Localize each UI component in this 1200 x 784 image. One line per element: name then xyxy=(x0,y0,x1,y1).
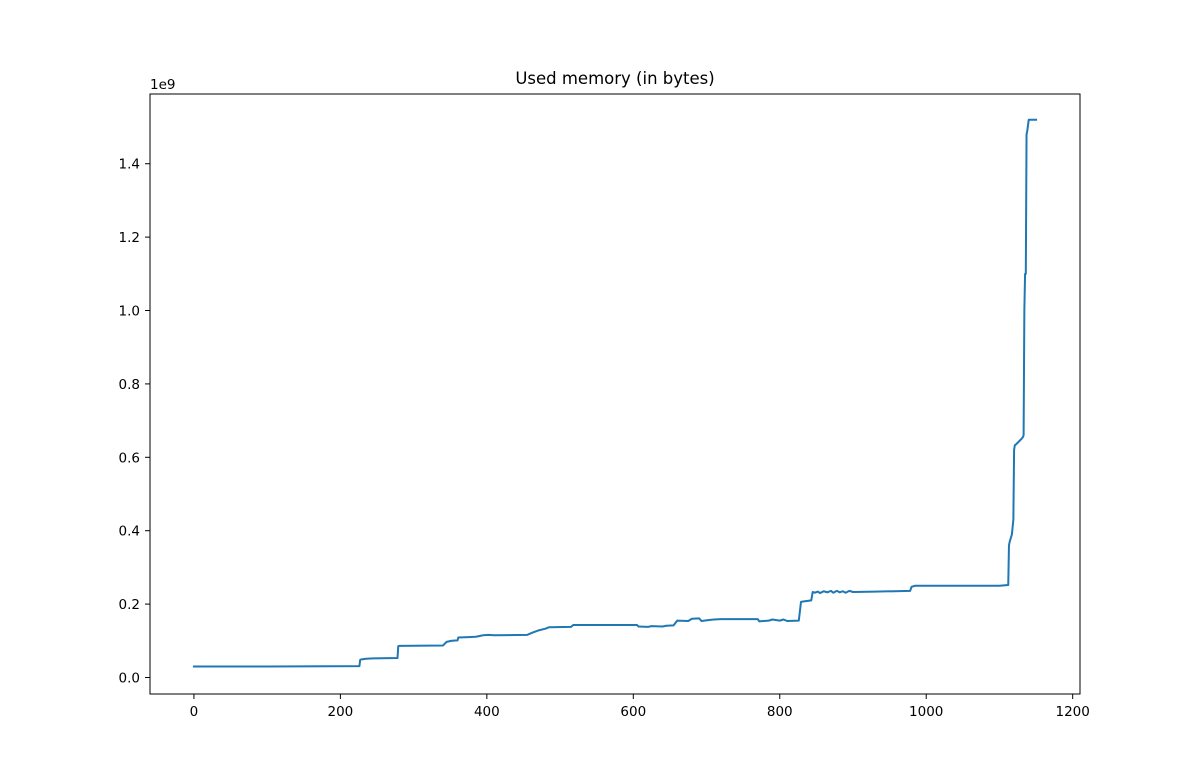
x-tick-label: 200 xyxy=(328,704,354,720)
y-tick-label: 1.4 xyxy=(119,157,140,173)
y-tick-label: 0.0 xyxy=(119,670,140,686)
x-tick-label: 800 xyxy=(767,704,793,720)
y-tick-label: 1.2 xyxy=(119,230,140,246)
chart-title: Used memory (in bytes) xyxy=(515,69,714,88)
y-tick-label: 1.0 xyxy=(119,304,140,320)
x-tick-label: 400 xyxy=(474,704,500,720)
x-tick-label: 1000 xyxy=(909,704,943,720)
y-tick-label: 0.6 xyxy=(119,450,140,466)
y-axis-ticks: 0.0 0.2 0.4 0.6 0.8 1.0 1.2 1.4 xyxy=(119,157,150,686)
y-tick-label: 0.2 xyxy=(119,597,140,613)
y-tick-label: 0.8 xyxy=(119,377,140,393)
x-tick-label: 0 xyxy=(190,704,199,720)
x-tick-label: 1200 xyxy=(1055,704,1089,720)
plot-frame xyxy=(149,93,1081,695)
series-line-1 xyxy=(192,118,1038,668)
y-tick-label: 0.4 xyxy=(119,524,140,540)
x-tick-label: 600 xyxy=(620,704,646,720)
series-layer xyxy=(192,118,1038,668)
x-axis-ticks: 0 200 400 600 800 1000 1200 xyxy=(190,694,1090,720)
y-axis-offset-label: 1e9 xyxy=(150,77,175,93)
